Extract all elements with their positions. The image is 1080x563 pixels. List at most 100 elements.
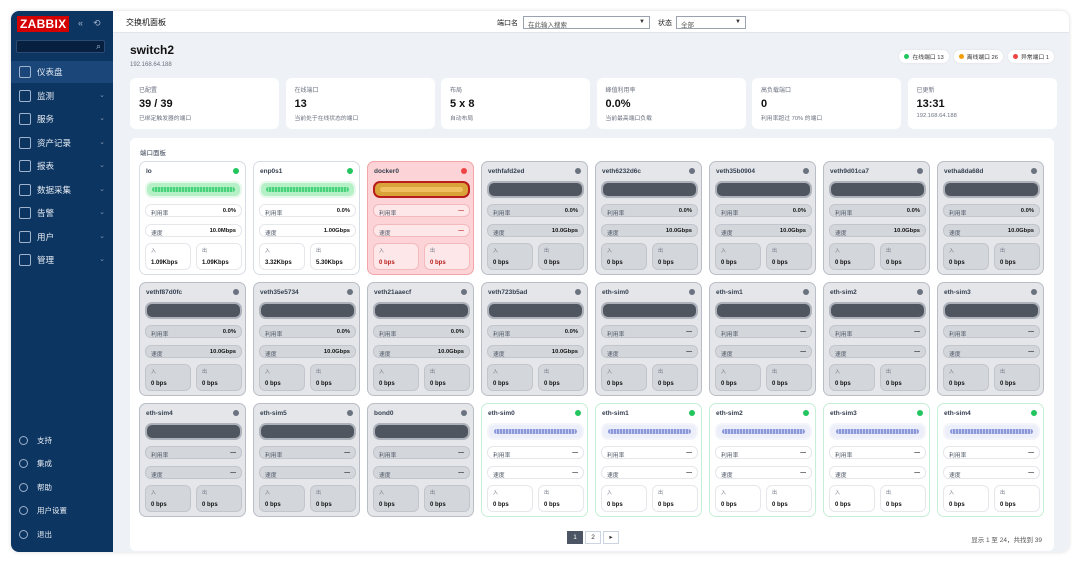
sidebar-item-5[interactable]: 数据采集 ⌄	[11, 179, 113, 201]
port-out-value: 0 bps	[1000, 502, 1016, 508]
port-card[interactable]: eth-sim0 利用率 — 速度 — 入 0 bps 出 0 bps	[481, 403, 588, 517]
port-card[interactable]: eth-sim3 利用率 — 速度 — 入 0 bps 出 0 bps	[823, 403, 930, 517]
port-card[interactable]: veth35e5734 利用率 0.0% 速度 10.0Gbps 入 0 bps 出 0 bps	[253, 282, 360, 396]
port-traffic-bar	[943, 181, 1040, 198]
sidebar-item-0[interactable]: 仪表盘	[11, 61, 113, 83]
page-1-button[interactable]: 1	[567, 531, 583, 544]
port-card[interactable]: eth-sim4 利用率 — 速度 — 入 0 bps 出 0 bps	[937, 403, 1044, 517]
monitor-icon	[19, 89, 31, 102]
port-util-row: 利用率 0.0%	[487, 204, 584, 217]
port-name-label: 端口名	[497, 20, 518, 27]
sidebar-bottom-item-1[interactable]: 集成	[11, 455, 113, 473]
sidebar-search-input[interactable]: ⌕	[16, 40, 105, 53]
port-traffic-bar	[259, 181, 356, 198]
status-select[interactable]: 全部 ▼	[676, 16, 746, 29]
port-card[interactable]: eth-sim1 利用率 — 速度 — 入 0 bps 出 0 bps	[709, 282, 816, 396]
search-icon[interactable]: ⌕	[95, 41, 101, 51]
next-page-button[interactable]: ▸	[603, 531, 619, 544]
port-card[interactable]: eth-sim3 利用率 — 速度 — 入 0 bps 出 0 bps	[937, 282, 1044, 396]
sidebar-item-2[interactable]: 服务 ⌄	[11, 108, 113, 130]
port-card[interactable]: eth-sim5 利用率 — 速度 — 入 0 bps 出 0 bps	[253, 403, 360, 517]
port-card[interactable]: veth21aaecf 利用率 0.0% 速度 10.0Gbps 入 0 bps 出 0 bps	[367, 282, 474, 396]
port-card[interactable]: eth-sim0 利用率 — 速度 — 入 0 bps 出 0 bps	[595, 282, 702, 396]
kiosk-mode-icon[interactable]: ⟲	[93, 18, 101, 28]
port-out-value: 0 bps	[316, 502, 332, 508]
port-card[interactable]: eth-sim2 利用率 — 速度 — 入 0 bps 出 0 bps	[709, 403, 816, 517]
port-card[interactable]: veth35b0904 利用率 0.0% 速度 10.0Gbps 入 0 bps 出 0 bps	[709, 161, 816, 275]
sidebar-item-8[interactable]: 管理 ⌄	[11, 249, 113, 271]
port-status-dot	[347, 289, 353, 295]
port-out-value: 1.09Kbps	[202, 260, 229, 266]
sidebar-item-label: 服务	[37, 114, 55, 124]
port-in-value: 0 bps	[949, 260, 965, 266]
page-2-button[interactable]: 2	[585, 531, 601, 544]
port-speed-value: 10.0Gbps	[209, 349, 236, 355]
status-label: 状态	[658, 20, 672, 27]
sidebar-item-label: 告警	[37, 208, 55, 218]
collapse-sidebar-icon[interactable]: «	[78, 18, 84, 28]
port-name: eth-sim5	[260, 410, 287, 417]
port-util-value: —	[1028, 329, 1034, 335]
sidebar-bottom-label: 退出	[37, 529, 52, 539]
port-out-value: 0 bps	[544, 260, 560, 266]
port-card[interactable]: eth-sim2 利用率 — 速度 — 入 0 bps 出 0 bps	[823, 282, 930, 396]
sidebar-bottom-item-3[interactable]: 用户设置	[11, 502, 113, 520]
port-name: eth-sim0	[602, 289, 629, 296]
port-speed-value: 10.0Gbps	[665, 228, 692, 234]
user-settings-icon	[19, 506, 28, 515]
port-status-dot	[689, 168, 695, 174]
sidebar-item-1[interactable]: 监测 ⌄	[11, 85, 113, 107]
port-card[interactable]: vetha8da68d 利用率 0.0% 速度 10.0Gbps 入 0 bps 出 0 bps	[937, 161, 1044, 275]
port-traffic-bar	[373, 423, 470, 440]
port-util-value: —	[686, 329, 692, 335]
port-out-value: 0 bps	[772, 502, 788, 508]
port-card[interactable]: eth-sim4 利用率 — 速度 — 入 0 bps 出 0 bps	[139, 403, 246, 517]
sidebar-bottom-item-0[interactable]: 支持	[11, 431, 113, 449]
port-speed-row: 速度 10.0Gbps	[487, 224, 584, 237]
port-card[interactable]: veth6232d6c 利用率 0.0% 速度 10.0Gbps 入 0 bps 出 0 bps	[595, 161, 702, 275]
port-name: eth-sim1	[716, 289, 743, 296]
port-speed-value: 10.0Gbps	[779, 228, 806, 234]
port-in-value: 0 bps	[835, 502, 851, 508]
main-area: 交换机面板 端口名 在此输入搜索 ▼ 状态 全部 ▼ switch2 192.168…	[113, 11, 1069, 552]
port-card[interactable]: eth-sim1 利用率 — 速度 — 入 0 bps 出 0 bps	[595, 403, 702, 517]
sidebar-item-4[interactable]: 报表 ⌄	[11, 155, 113, 177]
port-search-input[interactable]: 在此输入搜索 ▼	[523, 16, 650, 29]
sidebar-bottom-item-4[interactable]: 退出	[11, 525, 113, 543]
port-card[interactable]: lo 利用率 0.0% 速度 10.0Mbps 入 1.09Kbps 出 1.09Kbps	[139, 161, 246, 275]
port-util-value: —	[914, 329, 920, 335]
port-util-row: 利用率 0.0%	[943, 204, 1040, 217]
zabbix-logo[interactable]: ZABBIX	[17, 16, 70, 32]
port-util-value: —	[572, 450, 578, 456]
sidebar-item-6[interactable]: 告警 ⌄	[11, 202, 113, 224]
stat-desc: 已绑定触发器的端口	[139, 116, 192, 122]
port-in-box: 入 1.09Kbps	[145, 243, 191, 270]
port-card[interactable]: vethf87d0fc 利用率 0.0% 速度 10.0Gbps 入 0 bps 出 0 bps	[139, 282, 246, 396]
host-name: switch2	[130, 43, 175, 57]
sidebar-bottom-item-2[interactable]: 帮助	[11, 478, 113, 496]
stat-card: 峰值利用率 0.0% 当前最高端口负载	[596, 78, 746, 129]
port-card[interactable]: docker0 利用率 — 速度 — 入 0 bps 出 0 bps	[367, 161, 474, 275]
port-card[interactable]: veth723b5ad 利用率 0.0% 速度 10.0Gbps 入 0 bps 出 0 bps	[481, 282, 588, 396]
admin-icon	[19, 254, 31, 266]
port-card[interactable]: vethfafd2ed 利用率 0.0% 速度 10.0Gbps 入 0 bps 出 0 bps	[481, 161, 588, 275]
port-name: veth35e5734	[260, 289, 299, 296]
port-name: vetha8da68d	[944, 168, 984, 175]
port-card[interactable]: veth9d01ca7 利用率 0.0% 速度 10.0Gbps 入 0 bps 出 0 bps	[823, 161, 930, 275]
sidebar-item-3[interactable]: 资产记录 ⌄	[11, 132, 113, 154]
port-name: veth35b0904	[716, 168, 756, 175]
stat-label: 高负载端口	[761, 88, 792, 94]
port-card[interactable]: bond0 利用率 — 速度 — 入 0 bps 出 0 bps	[367, 403, 474, 517]
chevron-down-icon: ▼	[735, 19, 741, 25]
port-out-value: 0 bps	[430, 381, 446, 387]
sidebar-item-7[interactable]: 用户 ⌄	[11, 226, 113, 248]
port-card[interactable]: enp0s1 利用率 0.0% 速度 1.00Gbps 入 3.32Kbps 出 5.30Kbp…	[253, 161, 360, 275]
port-speed-row: 速度 —	[601, 466, 698, 479]
port-traffic-bar	[829, 181, 926, 198]
